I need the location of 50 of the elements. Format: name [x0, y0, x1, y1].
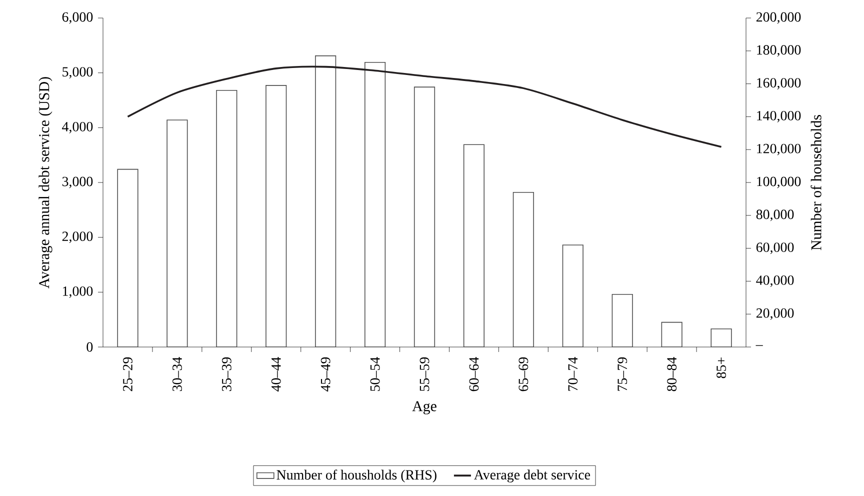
- bar: [512, 192, 534, 347]
- y2-tick-label: 60,000: [756, 242, 794, 254]
- x-tick-label: 60–64: [469, 357, 479, 392]
- y-tick-label: 4,000: [62, 122, 93, 134]
- y2-axis-title: Number of households: [810, 114, 822, 250]
- x-tick-label: 55–59: [420, 357, 430, 391]
- y-tick-label: 6,000: [62, 12, 93, 24]
- x-tick-label: 40–44: [271, 357, 281, 392]
- y-tick-label: 5,000: [62, 67, 93, 79]
- y2-tick-label: 180,000: [757, 45, 801, 57]
- x-tick-label: 65–69: [518, 357, 528, 392]
- y2-tick-label: –: [756, 345, 763, 346]
- y2-tick-label: 160,000: [757, 78, 801, 90]
- y2-tick-label: 140,000: [757, 110, 801, 122]
- x-tick-label: 85+: [716, 358, 726, 378]
- bar: [710, 328, 732, 347]
- x-tick-label: 35–39: [222, 357, 232, 392]
- y2-tick-label: 80,000: [756, 210, 794, 222]
- legend-label: Number of housholds (RHS): [276, 470, 436, 482]
- y2-tick-label: 20,000: [756, 308, 794, 320]
- y2-tick-label: 40,000: [756, 275, 794, 287]
- x-tick-label: 30–34: [172, 357, 182, 392]
- bar: [612, 294, 633, 347]
- y2-tick-label: 120,000: [757, 144, 801, 156]
- x-tick-label: 45–49: [320, 357, 330, 392]
- x-tick-label: 25–29: [123, 357, 132, 392]
- y2-tick-label: 100,000: [757, 176, 801, 188]
- x-tick-label: 75–79: [618, 357, 628, 391]
- bar: [266, 85, 287, 347]
- bar: [562, 244, 584, 347]
- bar: [414, 86, 436, 347]
- bar: [117, 168, 138, 347]
- bar: [364, 62, 386, 347]
- y-axis-title: Average annual debt service (USD): [38, 77, 52, 288]
- bar: [661, 322, 682, 347]
- y-tick-label: 1,000: [62, 286, 93, 298]
- y2-tick-label: 200,000: [756, 12, 801, 24]
- x-tick-label: 50–54: [370, 357, 380, 391]
- x-tick-label: 80–84: [667, 357, 677, 392]
- y-tick-label: 0: [86, 342, 93, 352]
- bar: [315, 55, 336, 347]
- x-axis-title: Age: [412, 401, 436, 414]
- bar: [166, 120, 188, 347]
- y-tick-label: 2,000: [62, 232, 93, 244]
- y-tick-label: 3,000: [62, 176, 93, 188]
- bar: [216, 90, 238, 347]
- line-series: [126, 66, 722, 148]
- legend-label: Average debt service: [474, 470, 590, 482]
- x-tick-label: 70–74: [568, 357, 578, 391]
- bar: [463, 144, 485, 347]
